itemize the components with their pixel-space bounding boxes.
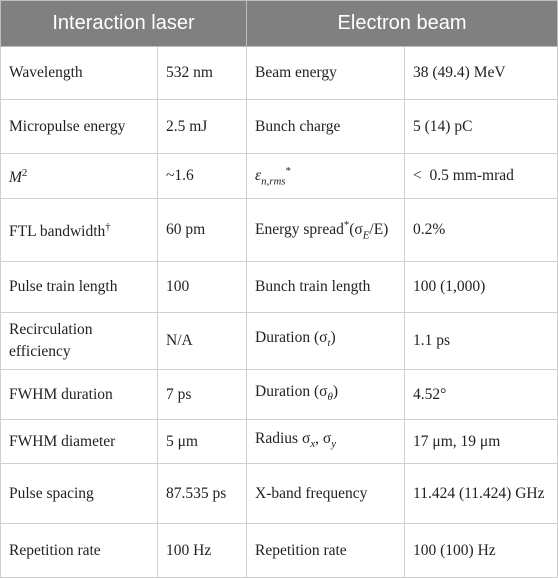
beam-param: εn,rms*: [246, 153, 406, 199]
laser-param: Wavelength: [0, 46, 158, 100]
beam-param: Repetition rate: [246, 523, 406, 578]
laser-value: 87.535 ps: [156, 463, 248, 524]
beam-value: < 0.5 mm-mrad: [404, 153, 558, 199]
beam-param: Radius σx, σy: [246, 419, 406, 464]
table-row: Repetition rate 100 Hz Repetition rate 1…: [0, 523, 558, 578]
table-row: Micropulse energy 2.5 mJ Bunch charge 5 …: [0, 99, 558, 154]
beam-value: 17 μm, 19 μm: [404, 419, 558, 464]
laser-param: Repetition rate: [0, 523, 158, 578]
beam-param: Energy spread*(σE/E): [246, 198, 406, 262]
beam-value: 100 (100) Hz: [404, 523, 558, 578]
laser-value: 60 pm: [156, 198, 248, 262]
laser-value: 2.5 mJ: [156, 99, 248, 154]
beam-value: 38 (49.4) MeV: [404, 46, 558, 100]
laser-param: FWHM duration: [0, 369, 158, 420]
laser-param: FTL bandwidth†: [0, 198, 158, 262]
laser-param: Micropulse energy: [0, 99, 158, 154]
laser-header: Interaction laser: [0, 0, 248, 47]
beam-param: Duration (σt): [246, 312, 406, 370]
laser-param: Pulse spacing: [0, 463, 158, 524]
laser-param: M2: [0, 153, 158, 199]
laser-value: 5 μm: [156, 419, 248, 464]
beam-param: Bunch charge: [246, 99, 406, 154]
table-row: FWHM diameter 5 μm Radius σx, σy 17 μm, …: [0, 419, 558, 464]
table-row: Wavelength 532 nm Beam energy 38 (49.4) …: [0, 46, 558, 100]
table-header-row: Interaction laser Electron beam: [0, 0, 558, 47]
beam-param: Bunch train length: [246, 261, 406, 313]
laser-value: 100 Hz: [156, 523, 248, 578]
beam-value: 1.1 ps: [404, 312, 558, 370]
beam-value: 5 (14) pC: [404, 99, 558, 154]
beam-value: 4.52°: [404, 369, 558, 420]
beam-header: Electron beam: [246, 0, 558, 47]
table-row: M2 ~1.6 εn,rms* < 0.5 mm-mrad: [0, 153, 558, 199]
laser-param: Recirculation efficiency: [0, 312, 158, 370]
table-row: Pulse spacing 87.535 ps X-band frequency…: [0, 463, 558, 524]
beam-param: Beam energy: [246, 46, 406, 100]
laser-value: N/A: [156, 312, 248, 370]
beam-param: X-band frequency: [246, 463, 406, 524]
laser-value: ~1.6: [156, 153, 248, 199]
beam-param: Duration (σθ): [246, 369, 406, 420]
table-row: FTL bandwidth† 60 pm Energy spread*(σE/E…: [0, 198, 558, 262]
beam-value: 11.424 (11.424) GHz: [404, 463, 558, 524]
laser-value: 7 ps: [156, 369, 248, 420]
table-row: Pulse train length 100 Bunch train lengt…: [0, 261, 558, 313]
laser-param: FWHM diameter: [0, 419, 158, 464]
table-row: Recirculation efficiency N/A Duration (σ…: [0, 312, 558, 370]
laser-value: 532 nm: [156, 46, 248, 100]
laser-value: 100: [156, 261, 248, 313]
table-row: FWHM duration 7 ps Duration (σθ) 4.52°: [0, 369, 558, 420]
beam-value: 100 (1,000): [404, 261, 558, 313]
laser-param: Pulse train length: [0, 261, 158, 313]
beam-value: 0.2%: [404, 198, 558, 262]
